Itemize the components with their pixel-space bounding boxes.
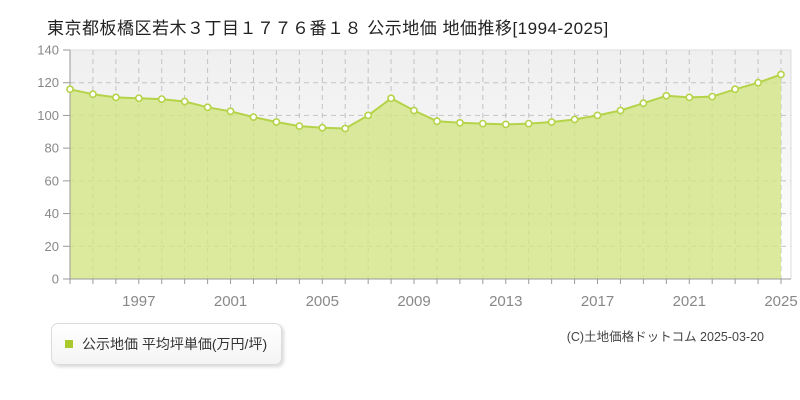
data-point[interactable] <box>754 78 762 87</box>
data-point[interactable] <box>501 120 510 129</box>
data-point[interactable] <box>318 123 327 132</box>
data-point[interactable] <box>731 85 739 94</box>
y-tick-label: 80 <box>45 141 59 156</box>
data-point[interactable] <box>616 106 625 115</box>
data-point[interactable] <box>662 91 671 100</box>
y-tick-label: 120 <box>37 75 59 90</box>
x-tick-label: 2017 <box>581 293 614 310</box>
data-point[interactable] <box>478 119 487 128</box>
data-point[interactable] <box>112 93 120 102</box>
data-point[interactable] <box>547 118 556 126</box>
area-fill <box>70 74 781 279</box>
data-point[interactable] <box>249 113 258 121</box>
data-point[interactable] <box>570 115 579 124</box>
y-tick-label: 0 <box>52 272 59 287</box>
data-point[interactable] <box>524 119 533 128</box>
data-point[interactable] <box>89 90 97 99</box>
data-point[interactable] <box>433 117 441 126</box>
data-point[interactable] <box>455 118 464 127</box>
page-title: 東京都板橋区若木３丁目１７７６番１８ 公示地価 地価推移[1994-2025] <box>47 19 609 38</box>
data-point[interactable] <box>593 111 602 120</box>
data-point[interactable] <box>180 97 189 106</box>
y-tick-label: 140 <box>37 43 59 58</box>
data-point[interactable] <box>341 124 350 133</box>
data-point[interactable] <box>66 85 74 94</box>
data-point[interactable] <box>157 95 166 103</box>
x-tick-label: 2005 <box>306 293 339 310</box>
y-tick-label: 20 <box>45 239 59 254</box>
data-point[interactable] <box>410 106 418 115</box>
data-point[interactable] <box>639 99 648 108</box>
data-point[interactable] <box>387 94 395 103</box>
y-tick-label: 60 <box>45 173 59 188</box>
trend-line <box>69 73 782 130</box>
legend: 公示地価 平均坪単価(万円/坪) <box>51 323 283 365</box>
copyright-text: (C)土地価格ドットコム 2025-03-20 <box>566 330 764 344</box>
x-tick-label: 2013 <box>489 293 522 310</box>
x-tick-label: 2009 <box>397 293 430 310</box>
data-point[interactable] <box>272 118 281 126</box>
x-tick-label: 2025 <box>764 293 797 310</box>
data-point[interactable] <box>295 122 304 130</box>
data-point[interactable] <box>777 70 785 79</box>
price-trend-chart: 0 20 40 60 80 100 120 140 1997 2001 2005 2009 2013 20… <box>37 43 797 311</box>
y-tick-label: 100 <box>37 108 59 123</box>
y-tick-label: 40 <box>45 206 59 221</box>
x-tick-label: 2001 <box>214 293 247 310</box>
data-point[interactable] <box>685 93 694 102</box>
x-tick-label: 1997 <box>122 293 155 310</box>
legend-label: 公示地価 平均坪単価(万円/坪) <box>82 336 268 352</box>
data-point[interactable] <box>226 107 235 116</box>
data-point[interactable] <box>364 111 373 120</box>
data-point[interactable] <box>708 92 717 101</box>
x-tick-label: 2021 <box>673 293 706 310</box>
legend-marker-icon <box>65 340 73 348</box>
data-point[interactable] <box>203 103 212 112</box>
data-point[interactable] <box>134 94 143 103</box>
